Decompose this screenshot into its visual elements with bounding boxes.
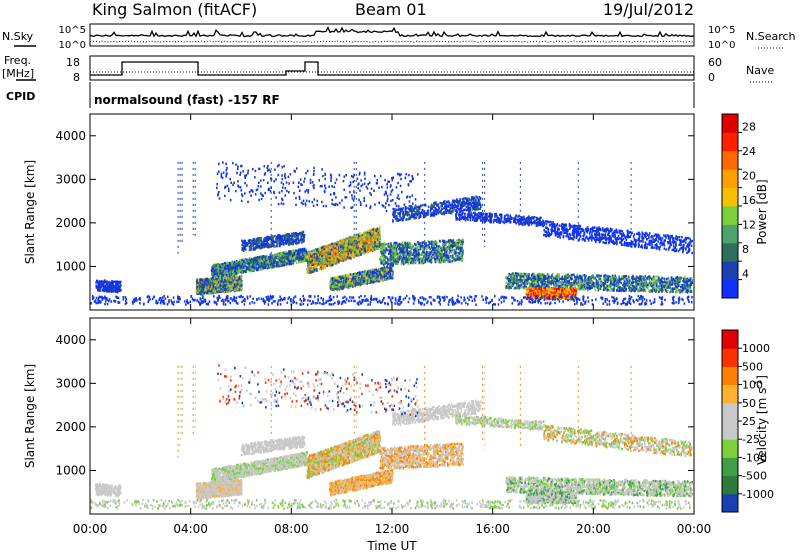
colorbar-swatch	[722, 494, 738, 513]
colorbar-swatch	[722, 280, 738, 299]
colorbar-swatch	[722, 476, 738, 495]
range-tick-label: 3000	[55, 376, 86, 390]
nsky-series	[90, 28, 694, 37]
nsky-panel: N.Sky 10^5 10^0 10^5 10^0 N.Search	[2, 24, 796, 51]
time-tick-label: 16:00	[475, 522, 510, 536]
freq-label: Freq.	[4, 54, 31, 67]
nsearch-series	[90, 41, 694, 42]
time-tick-label: 00:00	[677, 522, 712, 536]
nsearch-tick-high: 10^5	[708, 25, 735, 36]
freq-tick-low: 8	[73, 71, 80, 84]
power-data	[90, 161, 693, 306]
power-colorbar-tick: 28	[742, 120, 756, 133]
nsky-tick-low: 10^0	[59, 40, 86, 51]
colorbar-swatch	[722, 261, 738, 280]
velocity-colorbar-tick: 25	[742, 415, 756, 428]
nsearch-tick-low: 10^0	[708, 40, 735, 51]
power-colorbar-tick: 24	[742, 145, 756, 158]
freq-panel: Freq. [MHz] 18 8 60 0 Nave	[2, 54, 774, 84]
colorbar-swatch	[722, 366, 738, 385]
colorbar-swatch	[722, 457, 738, 476]
colorbar-swatch	[722, 421, 738, 440]
velocity-panel: 1000 2000 3000 4000 Slant Range [km] 1000 50…	[23, 318, 774, 514]
nave-label: Nave	[746, 64, 774, 77]
nsky-tick-high: 10^5	[59, 25, 86, 36]
colorbar-swatch	[722, 132, 738, 151]
nave-tick-high: 60	[708, 56, 722, 69]
cpid-panel: CPID normalsound (fast) -157 RF	[6, 82, 694, 108]
range-tick-label: 1000	[55, 463, 86, 477]
colorbar-swatch	[722, 330, 738, 349]
velocity-data	[90, 364, 693, 510]
freq-tick-high: 18	[66, 56, 80, 69]
power-colorbar-tick: 12	[742, 218, 756, 231]
range-tick-label: 3000	[55, 172, 86, 186]
velocity-colorbar-label: Velocity [m s-1]	[754, 375, 769, 465]
velocity-colorbar-tick: 500	[742, 360, 763, 373]
time-tick-label: 04:00	[173, 522, 208, 536]
nsearch-label: N.Search	[746, 30, 796, 43]
range-tick-label: 2000	[55, 216, 86, 230]
velocity-y-label: Slant Range [km]	[23, 364, 37, 468]
time-tick-label: 12:00	[375, 522, 410, 536]
time-tick-label: 20:00	[576, 522, 611, 536]
colorbar-swatch	[722, 439, 738, 458]
colorbar-swatch	[722, 169, 738, 188]
range-tick-label: 2000	[55, 420, 86, 434]
power-colorbar-label: Power [dB]	[755, 179, 769, 244]
power-colorbar-tick: 20	[742, 169, 756, 182]
power-colorbar: 4 8 12 16 20 24 28	[722, 114, 756, 299]
colorbar-swatch	[722, 114, 738, 133]
nsky-label: N.Sky	[2, 30, 34, 43]
station-title: King Salmon (fitACF)	[92, 0, 257, 19]
colorbar-swatch	[722, 224, 738, 243]
freq-unit-label: [MHz]	[2, 67, 34, 80]
colorbar-swatch	[722, 403, 738, 422]
velocity-colorbar-tick: -1000	[742, 488, 774, 501]
colorbar-swatch	[722, 243, 738, 262]
colorbar-swatch	[722, 385, 738, 404]
colorbar-swatch	[722, 348, 738, 367]
power-colorbar-tick: 4	[742, 267, 749, 280]
range-tick-label: 4000	[55, 129, 86, 143]
beam-title: Beam 01	[355, 0, 427, 19]
freq-series	[90, 62, 694, 75]
power-y-label: Slant Range [km]	[23, 160, 37, 264]
x-axis-label: Time UT	[366, 539, 417, 553]
range-tick-label: 4000	[55, 333, 86, 347]
colorbar-swatch	[722, 188, 738, 207]
colorbar-swatch	[722, 206, 738, 225]
time-tick-label: 08:00	[274, 522, 309, 536]
date-title: 19/Jul/2012	[603, 0, 694, 19]
power-y-axis: 1000 2000 3000 4000	[55, 129, 694, 274]
velocity-colorbar-tick: 1000	[742, 342, 770, 355]
colorbar-swatch	[722, 151, 738, 170]
power-colorbar-tick: 8	[742, 243, 749, 256]
nave-tick-low: 0	[708, 71, 715, 84]
velocity-colorbar-tick: 50	[742, 397, 756, 410]
velocity-y-axis: 1000 2000 3000 4000	[55, 333, 694, 478]
velocity-colorbar-tick: -500	[742, 470, 767, 483]
range-tick-label: 1000	[55, 259, 86, 273]
power-panel: 1000 2000 3000 4000 Slant Range [km] 4 8 12 16…	[23, 114, 769, 310]
time-tick-label: 00:00	[73, 522, 108, 536]
cpid-text: normalsound (fast) -157 RF	[94, 93, 280, 107]
power-colorbar-tick: 16	[742, 194, 756, 207]
cpid-label: CPID	[6, 90, 35, 103]
